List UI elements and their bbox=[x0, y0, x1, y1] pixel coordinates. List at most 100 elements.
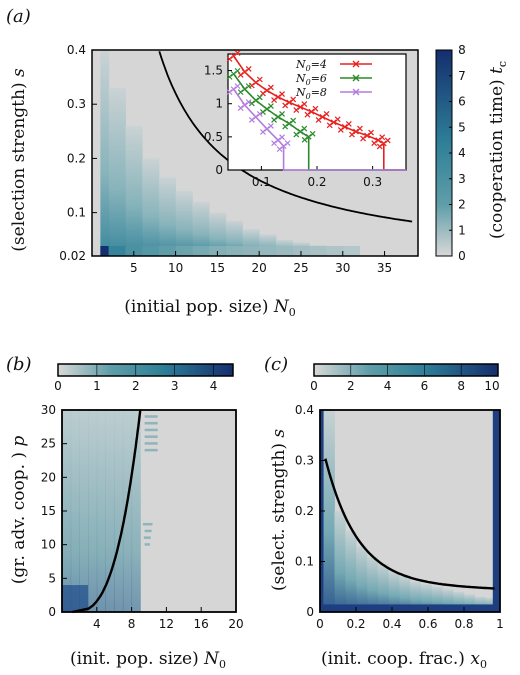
inset-series-point bbox=[237, 71, 244, 78]
heatmap-column bbox=[79, 410, 89, 612]
heatmap-edge-right bbox=[492, 410, 500, 612]
inset-y-tick-label: 0.5 bbox=[204, 130, 223, 144]
inset-series-point bbox=[248, 100, 255, 107]
colorbar-tick-label: 2 bbox=[347, 379, 355, 393]
heatmap-column-base bbox=[158, 246, 177, 256]
heatmap-column bbox=[209, 212, 227, 256]
inset-series-point bbox=[226, 56, 233, 62]
heatmap-column bbox=[131, 410, 141, 612]
inset-series-point bbox=[271, 97, 277, 104]
inset-series-point bbox=[230, 86, 237, 93]
panel-b-ylabel: (gr. adv. coop. ) p bbox=[9, 436, 29, 585]
x-tick-label: 0.2 bbox=[346, 617, 365, 631]
heatmap-column-base bbox=[192, 246, 210, 256]
inset-series-point bbox=[279, 111, 285, 117]
inset-legend-label: N0=8 bbox=[295, 86, 327, 101]
heatmap-edge-bottom bbox=[320, 604, 500, 612]
heatmap-column bbox=[388, 571, 400, 612]
inset-series-point bbox=[260, 128, 266, 135]
colorbar-tick-label: 10 bbox=[484, 379, 499, 393]
heatmap-dense-zone bbox=[62, 585, 89, 612]
colorbar-tick-label: 6 bbox=[421, 379, 429, 393]
heatmap-column bbox=[88, 410, 98, 612]
inset-series-point bbox=[264, 87, 270, 94]
colorbar-tick-label: 4 bbox=[210, 379, 218, 393]
inset-legend-label: N0=6 bbox=[295, 72, 327, 87]
inset-series-point bbox=[275, 94, 281, 101]
inset-x-tick-label: 0.3 bbox=[363, 175, 382, 189]
heatmap-column bbox=[356, 546, 368, 612]
heatmap-column-base bbox=[175, 246, 193, 256]
y-tick-label: 0.2 bbox=[295, 504, 314, 518]
heatmap-column bbox=[192, 201, 210, 256]
inset-series-point bbox=[364, 132, 370, 139]
colorbar-tick-label: 2 bbox=[132, 379, 140, 393]
inset-series-point bbox=[376, 143, 383, 150]
inset-series-point bbox=[309, 130, 316, 137]
inset-series-point bbox=[379, 134, 386, 141]
y-tick-label: 0.3 bbox=[295, 454, 314, 468]
x-tick-label: 0.4 bbox=[382, 617, 401, 631]
inset-series-point bbox=[357, 125, 363, 132]
heatmap-column bbox=[105, 410, 115, 612]
inset-series-point bbox=[293, 131, 300, 138]
x-tick-label: 15 bbox=[210, 261, 225, 275]
inset-series-point bbox=[279, 134, 285, 141]
inset-series-point bbox=[319, 114, 326, 120]
inset-series-point bbox=[375, 137, 382, 144]
heatmap-column bbox=[442, 589, 454, 612]
inset-y-tick-label: 1 bbox=[215, 97, 223, 111]
heatmap-stripe bbox=[144, 543, 150, 546]
inset-series-point bbox=[315, 117, 322, 123]
heatmap-column bbox=[410, 581, 422, 612]
colorbar-tick-label: 4 bbox=[458, 146, 466, 160]
x-tick-label: 8 bbox=[128, 617, 136, 631]
y-tick-label: 30 bbox=[41, 403, 56, 417]
heatmap-column bbox=[122, 410, 133, 612]
y-tick-label: 0.4 bbox=[295, 403, 314, 417]
inset-series-point bbox=[245, 65, 252, 72]
inset-series-point bbox=[264, 106, 270, 112]
boundary-curve bbox=[72, 409, 142, 614]
colorbar-tick-label: 8 bbox=[457, 379, 465, 393]
inset-series-point bbox=[268, 122, 274, 129]
x-tick-label: 5 bbox=[130, 261, 138, 275]
inset-series-point bbox=[301, 125, 308, 132]
inset-series-point bbox=[230, 53, 237, 59]
colorbar bbox=[313, 363, 499, 377]
x-tick-label: 0 bbox=[316, 617, 324, 631]
panel-c-xlabel: (init. coop. frac.) x0 bbox=[321, 649, 487, 671]
inset-series-point bbox=[226, 73, 233, 80]
x-tick-label: 30 bbox=[335, 261, 350, 275]
inset-series-point bbox=[284, 140, 291, 147]
inset-series-point bbox=[241, 86, 248, 93]
heatmap-column bbox=[125, 125, 143, 256]
inset-series-point bbox=[256, 111, 263, 117]
panel-c-tag: (c) bbox=[264, 354, 288, 375]
colorbar-tick-label: 3 bbox=[171, 379, 179, 393]
inset-y-tick-label: 1.5 bbox=[204, 64, 223, 78]
heatmap-stripe bbox=[142, 522, 153, 526]
heatmap-stripe bbox=[144, 448, 158, 452]
heatmap-column bbox=[96, 410, 106, 612]
y-tick-label: 0.1 bbox=[67, 206, 86, 220]
inset-series-point bbox=[337, 126, 344, 133]
inset-series-point bbox=[304, 111, 311, 118]
inset-series-point bbox=[384, 137, 391, 144]
inset-series-point bbox=[234, 67, 241, 74]
heatmap-column bbox=[108, 87, 126, 257]
heatmap-column bbox=[366, 556, 379, 612]
inset-series-point bbox=[282, 102, 289, 109]
heatmap-stripe bbox=[144, 415, 158, 418]
inset-series-point bbox=[301, 101, 308, 107]
heatmap-column bbox=[114, 410, 124, 612]
colorbar-tick-label: 0 bbox=[54, 379, 62, 393]
colorbar bbox=[57, 363, 234, 377]
x-tick-label: 16 bbox=[194, 617, 209, 631]
heatmap-column bbox=[142, 158, 160, 256]
y-tick-label: 15 bbox=[41, 504, 56, 518]
colorbar-tick-label: 1 bbox=[458, 223, 466, 237]
heatmap-column-base bbox=[108, 246, 126, 256]
colorbar-tick-label: 7 bbox=[458, 69, 466, 83]
